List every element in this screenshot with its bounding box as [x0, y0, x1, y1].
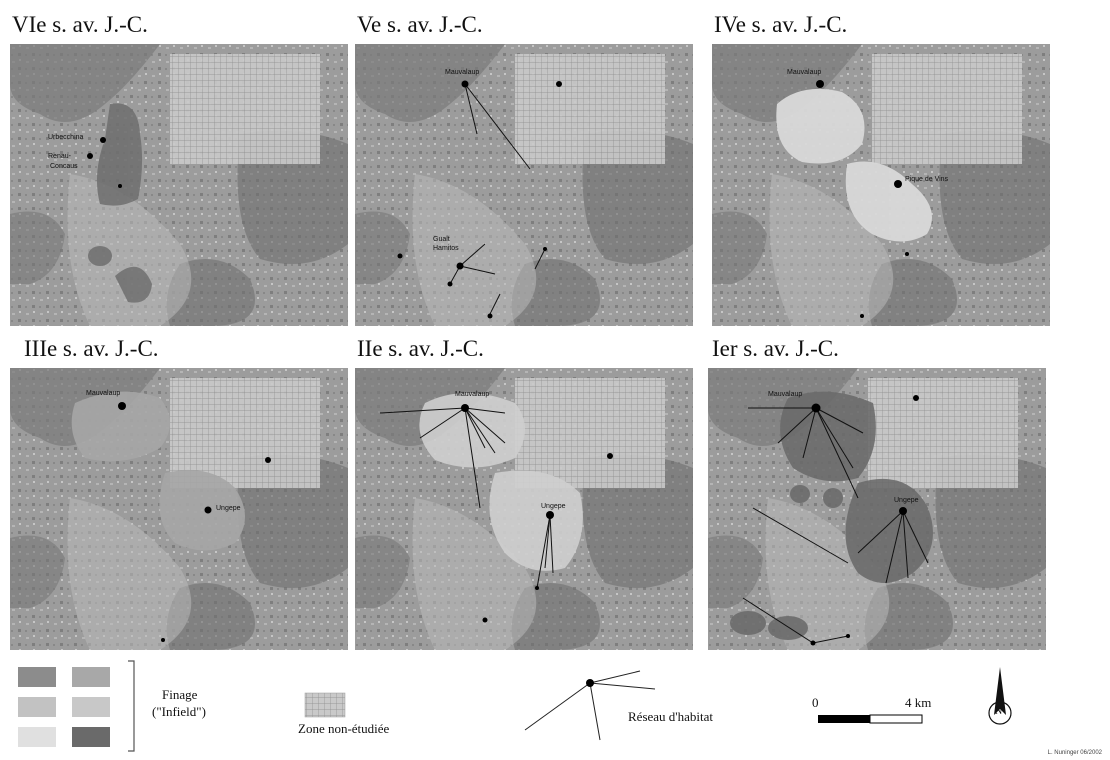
place-label: Urbecchina — [48, 134, 84, 141]
finage-label: Finage — [162, 687, 198, 702]
map-panel-1st-century: Ier s. av. J.-C. — [708, 336, 1046, 650]
map-view: Urbecchina Renau- Concaus — [10, 44, 348, 326]
finage-zones — [88, 103, 152, 303]
network-symbol — [524, 670, 656, 741]
north-arrow-icon — [988, 667, 1012, 725]
place-label: Hamitos — [433, 245, 459, 252]
scale-start-label: 0 — [812, 695, 819, 710]
north-label: N — [995, 706, 1003, 717]
place-label: Ungepe — [894, 497, 919, 504]
place-label: Mauvalaup — [86, 390, 120, 397]
map-panel-3rd-century: IIIe s. av. J.-C. Mauvalaup Ungepe — [10, 336, 348, 650]
settlement-network — [449, 83, 546, 315]
map-panel-6th-century: VIe s. av. J.-C. Urbecchina Renau- Conca… — [10, 12, 348, 326]
place-label: Renau- — [48, 153, 72, 160]
settlement-points — [118, 402, 271, 642]
settlement-network — [379, 407, 554, 589]
swatch-4 — [72, 697, 110, 717]
zone-label: Zone non-étudiée — [298, 721, 390, 736]
zone-swatch — [304, 692, 346, 718]
map-view: Mauvalaup Ungepe — [355, 368, 693, 650]
legend-bracket — [128, 660, 135, 752]
place-label: Pique de Vins — [905, 176, 949, 183]
map-view: Mauvalaup Pique de Vins — [712, 44, 1050, 326]
panel-title: IVe s. av. J.-C. — [714, 12, 848, 37]
settlement-points — [397, 80, 562, 319]
finage-zones — [419, 393, 583, 571]
panel-title: IIIe s. av. J.-C. — [24, 336, 159, 361]
map-legend: Finage ("Infield") Zone non-étudiée Rése… — [0, 655, 1110, 760]
place-label: Ungepe — [541, 503, 566, 510]
site-point — [100, 137, 106, 143]
scale-end-label: 4 km — [905, 695, 932, 710]
finage-swatches — [18, 667, 110, 747]
credit-label: L. Nuninger 06/2002 — [1047, 750, 1102, 756]
map-view: Mauvalaup Ungepe — [708, 368, 1046, 650]
panel-title: Ve s. av. J.-C. — [357, 12, 483, 37]
place-label: Mauvalaup — [768, 391, 802, 398]
swatch-2 — [72, 667, 110, 687]
settlement-network — [742, 407, 929, 644]
place-label: Mauvalaup — [787, 69, 821, 76]
settlement-points — [816, 80, 909, 318]
legend-graphics — [18, 660, 1012, 752]
finage-zones — [71, 391, 245, 551]
panel-title: IIe s. av. J.-C. — [357, 336, 484, 361]
swatch-5 — [18, 727, 56, 747]
map-panel-4th-century: IVe s. av. J.-C. Mauvalaup Pique de Vins — [712, 12, 1050, 326]
panel-title: VIe s. av. J.-C. — [12, 12, 148, 37]
finage-zones — [776, 88, 932, 242]
network-node — [586, 679, 594, 687]
site-point — [87, 153, 93, 159]
swatch-1 — [18, 667, 56, 687]
place-label: Mauvalaup — [455, 391, 489, 398]
swatch-3 — [18, 697, 56, 717]
swatch-6 — [72, 727, 110, 747]
reseau-label: Réseau d'habitat — [628, 709, 714, 724]
place-label: Gualt — [433, 236, 450, 243]
place-label: Mauvalaup — [445, 69, 479, 76]
map-panel-5th-century: Ve s. av. J.-C. Mauvalaup Gualt Hamitos — [355, 12, 693, 326]
settlement-points — [461, 404, 613, 623]
settlement-points — [810, 395, 919, 646]
finage-zones — [730, 391, 933, 640]
infield-label: ("Infield") — [152, 704, 206, 719]
place-label: Ungepe — [216, 505, 241, 512]
map-view: Mauvalaup Gualt Hamitos — [355, 44, 693, 326]
settlement-points — [87, 137, 122, 188]
map-view: Mauvalaup Ungepe — [10, 368, 348, 650]
scale-bar — [818, 714, 923, 724]
panel-title: Ier s. av. J.-C. — [712, 336, 839, 361]
place-label: Concaus — [50, 163, 78, 170]
map-panel-2nd-century: IIe s. av. J.-C. Mauvalaup Ungepe — [355, 336, 693, 650]
